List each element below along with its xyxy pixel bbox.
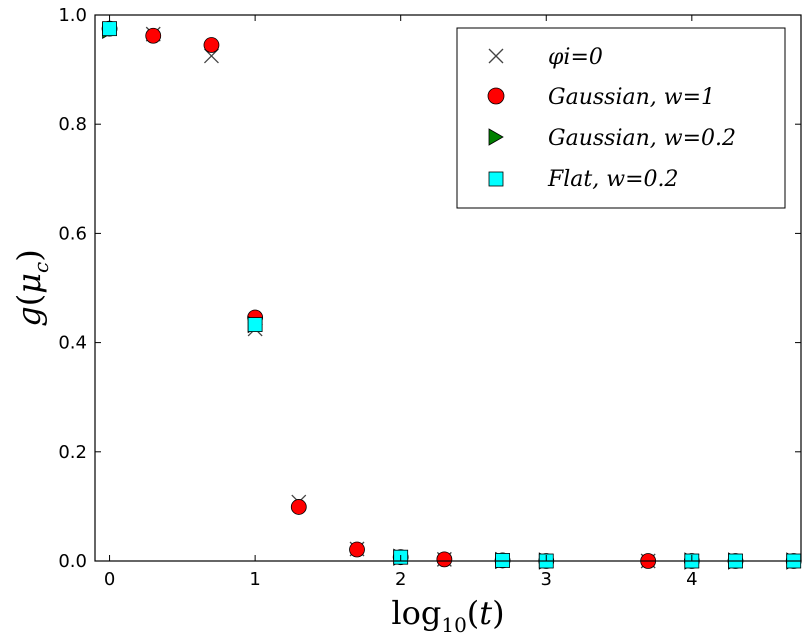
- x-tick-label: 2: [395, 569, 406, 590]
- legend-box: [456, 27, 786, 209]
- x-tick-label: 0: [104, 569, 115, 590]
- y-tick-label: 0.0: [58, 551, 87, 572]
- data-point-circle: [349, 541, 365, 558]
- legend-item-0: φi=0: [488, 45, 603, 70]
- data-point-circle: [203, 37, 220, 53]
- legend-item-3: Flat, w=0.2: [488, 167, 679, 192]
- y-axis-label-open: (: [10, 294, 48, 306]
- legend-item-1: Gaussian, w=1: [487, 85, 715, 110]
- plot-frame: [94, 14, 802, 562]
- x-tick-label: 1: [249, 569, 260, 590]
- x-axis-label: log10(t): [391, 594, 504, 637]
- square-marker-icon: [488, 171, 504, 187]
- data-point-square: [102, 21, 117, 37]
- legend-label-0: φi=0: [548, 45, 603, 70]
- x-axis-label-close: ): [492, 594, 504, 632]
- x-axis-label-t: t: [479, 594, 492, 632]
- data-point-circle: [436, 551, 453, 568]
- data-point-circle: [145, 27, 162, 44]
- y-tick-label: 0.8: [58, 114, 87, 135]
- triangle-marker-icon: [488, 128, 504, 146]
- y-axis-label-g: g: [10, 306, 48, 326]
- x-axis-label-arg: (: [467, 594, 479, 632]
- x-axis-label-sub: 10: [441, 613, 466, 637]
- y-axis-label-close: ): [10, 249, 48, 261]
- y-tick-label: 1.0: [58, 5, 87, 26]
- axis-ticks: 0 1 2 3 4 0.0 0.2 0.4 0.6 0.8 1.0: [58, 5, 801, 590]
- legend-item-2: Gaussian, w=0.2: [488, 126, 736, 151]
- circle-marker-icon: [487, 87, 505, 105]
- y-tick-label: 0.2: [58, 442, 87, 463]
- y-tick-label: 0.4: [58, 333, 87, 354]
- x-tick-label: 3: [541, 569, 552, 590]
- y-axis-label-mu: μ: [10, 273, 48, 294]
- data-point-circle: [290, 499, 307, 515]
- y-axis-label: g(μc): [10, 249, 53, 326]
- x-tick-label: 4: [686, 569, 697, 590]
- x-axis-label-log: log: [391, 594, 441, 632]
- legend-label-1: Gaussian, w=1: [548, 85, 715, 110]
- data-point-square: [247, 317, 263, 332]
- legend: φi=0 Gaussian, w=1 Gaussian, w=0.2 Flat,…: [456, 27, 786, 209]
- legend-label-2: Gaussian, w=0.2: [548, 126, 736, 151]
- x-marker-icon: [488, 48, 504, 64]
- legend-label-3: Flat, w=0.2: [547, 167, 679, 192]
- y-axis-label-sub: c: [29, 262, 53, 273]
- y-tick-label: 0.6: [58, 223, 87, 244]
